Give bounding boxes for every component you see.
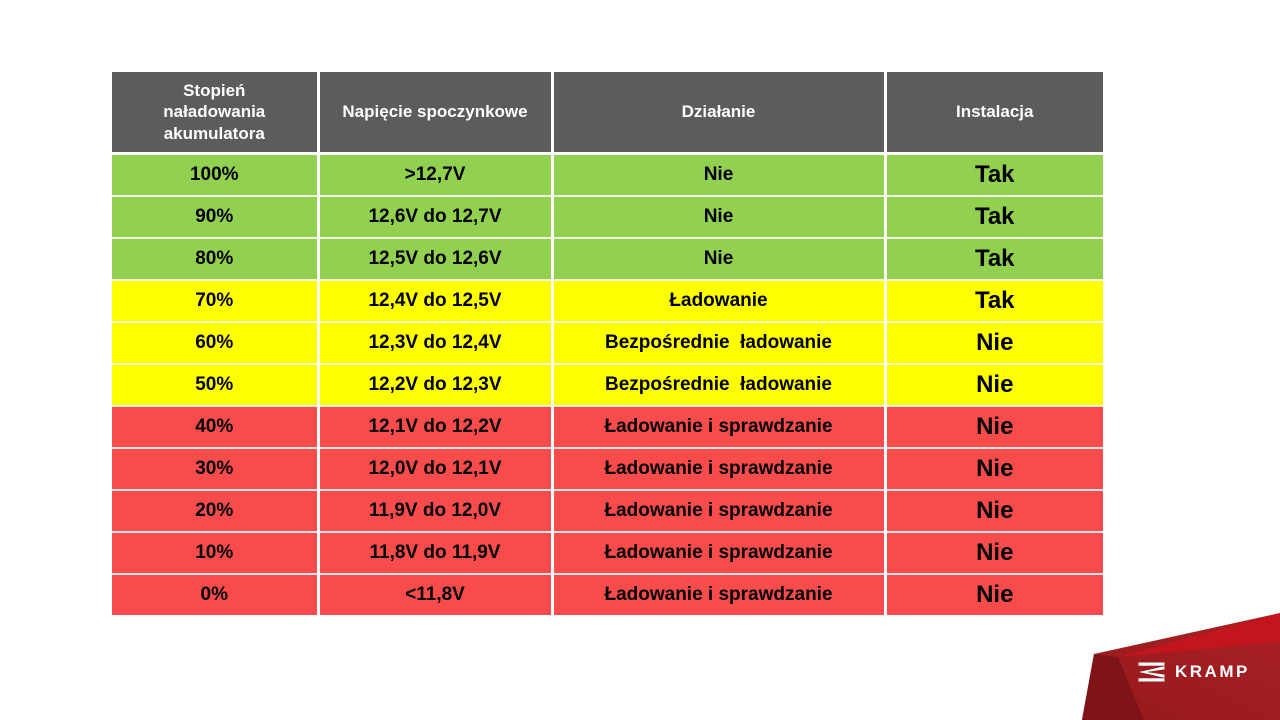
cell-charge: 10% (112, 532, 320, 575)
banner-dark-wedge-shape (1082, 654, 1144, 720)
cell-action: Nie (552, 196, 887, 239)
cell-charge: 40% (112, 406, 320, 449)
cell-installation: Nie (885, 406, 1103, 449)
cell-action: Ładowanie i sprawdzanie (552, 406, 887, 449)
cell-charge: 60% (112, 322, 320, 365)
cell-charge: 50% (112, 364, 320, 407)
cell-action: Ładowanie i sprawdzanie (552, 448, 887, 491)
table-row: 30% 12,0V do 12,1V Ładowanie i sprawdzanie… (112, 448, 1103, 491)
cell-installation: Nie (885, 574, 1103, 615)
cell-action: Bezpośrednie ładowanie (552, 322, 887, 365)
header-resting-voltage-label: Napięcie spoczynkowe (342, 102, 528, 122)
kramp-logo: KRAMP (1138, 662, 1250, 682)
battery-charge-table: Stopień naładowania akumulatora Napięcie… (112, 72, 1103, 615)
cell-action: Nie (552, 153, 887, 197)
header-installation-label: Instalacja (956, 102, 1034, 122)
header-charge-level: Stopień naładowania akumulatora (112, 72, 320, 155)
cell-voltage: 12,2V do 12,3V (318, 364, 554, 407)
cell-charge: 90% (112, 196, 320, 239)
cell-installation: Tak (885, 196, 1103, 239)
kramp-k-icon (1138, 662, 1165, 682)
cell-charge: 80% (112, 238, 320, 281)
cell-action: Ładowanie i sprawdzanie (552, 574, 887, 615)
header-row: Stopień naładowania akumulatora Napięcie… (112, 72, 1103, 155)
table-row: 40% 12,1V do 12,2V Ładowanie i sprawdzanie… (112, 406, 1103, 449)
table-row: 50% 12,2V do 12,3V Bezpośrednie ładowanie N… (112, 364, 1103, 407)
cell-action: Ładowanie i sprawdzanie (552, 532, 887, 575)
kramp-brand-text: KRAMP (1175, 662, 1250, 681)
cell-installation: Nie (885, 322, 1103, 365)
cell-voltage: <11,8V (318, 574, 554, 615)
cell-voltage: 11,8V do 11,9V (318, 532, 554, 575)
cell-charge: 100% (112, 153, 320, 197)
cell-voltage: 12,3V do 12,4V (318, 322, 554, 365)
table-row: 20% 11,9V do 12,0V Ładowanie i sprawdzanie… (112, 490, 1103, 533)
cell-voltage: >12,7V (318, 153, 554, 197)
cell-action: Ładowanie i sprawdzanie (552, 490, 887, 533)
cell-action: Nie (552, 238, 887, 281)
table-row: 90% 12,6V do 12,7V Nie Tak (112, 196, 1103, 239)
cell-voltage: 12,6V do 12,7V (318, 196, 554, 239)
kramp-corner-banner (1082, 613, 1280, 720)
banner-bright-fold-shape (1118, 613, 1280, 657)
cell-charge: 20% (112, 490, 320, 533)
header-installation: Instalacja (885, 72, 1103, 155)
cell-installation: Nie (885, 448, 1103, 491)
table-row: 80% 12,5V do 12,6V Nie Tak (112, 238, 1103, 281)
table-row: 100% >12,7V Nie Tak (112, 153, 1103, 197)
cell-installation: Tak (885, 238, 1103, 281)
cell-charge: 30% (112, 448, 320, 491)
cell-voltage: 11,9V do 12,0V (318, 490, 554, 533)
cell-installation: Nie (885, 490, 1103, 533)
header-action-label: Działanie (681, 102, 756, 122)
cell-voltage: 12,4V do 12,5V (318, 280, 554, 323)
table-row: 60% 12,3V do 12,4V Bezpośrednie ładowanie N… (112, 322, 1103, 365)
cell-installation: Tak (885, 153, 1103, 197)
table-row: 0% <11,8V Ładowanie i sprawdzanie Nie (112, 574, 1103, 615)
cell-charge: 0% (112, 574, 320, 615)
cell-charge: 70% (112, 280, 320, 323)
cell-installation: Tak (885, 280, 1103, 323)
table-body: 100% >12,7V Nie Tak 90% 12,6V do 12,7V Nie Tak 8… (112, 153, 1103, 615)
cell-voltage: 12,5V do 12,6V (318, 238, 554, 281)
cell-installation: Nie (885, 364, 1103, 407)
cell-voltage: 12,0V do 12,1V (318, 448, 554, 491)
cell-installation: Nie (885, 532, 1103, 575)
cell-action: Bezpośrednie ładowanie (552, 364, 887, 407)
header-action: Działanie (552, 72, 887, 155)
header-charge-level-label: Stopień naładowania akumulatora (163, 81, 266, 143)
table-row: 10% 11,8V do 11,9V Ładowanie i sprawdzanie… (112, 532, 1103, 575)
table-row: 70% 12,4V do 12,5V Ładowanie Tak (112, 280, 1103, 323)
table-header: Stopień naładowania akumulatora Napięcie… (112, 72, 1103, 155)
cell-voltage: 12,1V do 12,2V (318, 406, 554, 449)
cell-action: Ładowanie (552, 280, 887, 323)
header-resting-voltage: Napięcie spoczynkowe (318, 72, 554, 155)
